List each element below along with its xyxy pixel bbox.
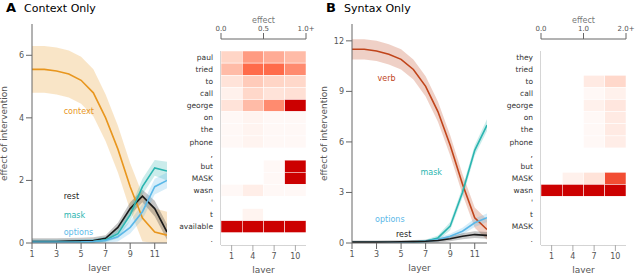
svg-text:11: 11 — [470, 250, 480, 259]
svg-text:effect of intervention: effect of intervention — [8, 86, 9, 181]
html-text:effect: effect — [252, 16, 275, 25]
svg-text:0.0: 0.0 — [215, 25, 226, 33]
svg-text:': ' — [211, 198, 213, 207]
svg-text:1: 1 — [549, 252, 554, 261]
svg-text:available: available — [179, 222, 213, 231]
svg-text:wasn: wasn — [514, 186, 534, 195]
svg-text:t: t — [530, 210, 533, 219]
svg-text:1: 1 — [29, 250, 34, 259]
svg-text:context: context — [64, 107, 94, 116]
svg-text:but: but — [201, 162, 214, 171]
svg-text:the: the — [201, 125, 214, 134]
svg-text:george: george — [507, 101, 534, 110]
svg-text:.: . — [531, 235, 533, 244]
html-text:B: B — [326, 0, 336, 15]
svg-text:2: 2 — [19, 176, 24, 185]
svg-text:0.5: 0.5 — [258, 25, 269, 33]
svg-text:7: 7 — [592, 252, 597, 261]
svg-text:george: george — [187, 101, 214, 110]
svg-text:layer: layer — [88, 263, 111, 273]
svg-text:10: 10 — [610, 252, 620, 261]
svg-text:12: 12 — [334, 37, 344, 46]
svg-text:effect of intervention: effect of intervention — [320, 86, 329, 181]
svg-text:9: 9 — [128, 250, 133, 259]
html-text:A: A — [6, 0, 17, 15]
svg-text:rest: rest — [64, 192, 79, 201]
svg-text:options: options — [375, 215, 404, 224]
svg-text:7: 7 — [103, 250, 108, 259]
svg-text:wasn: wasn — [194, 186, 214, 195]
svg-text:6: 6 — [19, 51, 24, 60]
svg-text:4: 4 — [19, 114, 24, 123]
svg-text:4: 4 — [250, 252, 255, 261]
svg-text:': ' — [531, 198, 533, 207]
svg-text:layer: layer — [408, 263, 431, 273]
svg-text:MASK: MASK — [512, 174, 534, 183]
svg-text:but: but — [521, 162, 534, 171]
svg-text:1.0: 1.0 — [578, 25, 589, 33]
svg-text:t: t — [210, 210, 213, 219]
svg-text:0.0: 0.0 — [535, 25, 546, 33]
svg-text:5: 5 — [399, 250, 404, 259]
svg-text:the: the — [521, 125, 534, 134]
svg-text:MASK: MASK — [512, 222, 534, 231]
svg-text:layer: layer — [252, 265, 275, 273]
svg-text:11: 11 — [150, 250, 160, 259]
svg-text:9: 9 — [339, 87, 344, 96]
svg-text:4: 4 — [570, 252, 575, 261]
svg-text:tried: tried — [516, 65, 534, 74]
svg-text:options: options — [64, 228, 93, 237]
svg-text:,: , — [211, 150, 213, 159]
svg-text:10: 10 — [290, 252, 300, 261]
svg-text:rest: rest — [396, 230, 411, 239]
svg-text:they: they — [516, 53, 533, 62]
svg-text:mask: mask — [421, 168, 443, 177]
svg-text:paul: paul — [197, 53, 213, 62]
svg-text:1: 1 — [349, 250, 354, 259]
svg-text:1: 1 — [229, 252, 234, 261]
svg-text:call: call — [200, 89, 213, 98]
svg-text:0: 0 — [339, 239, 344, 248]
svg-text:6: 6 — [339, 138, 344, 147]
svg-text:call: call — [520, 89, 533, 98]
svg-text:.: . — [211, 235, 213, 244]
html-text:Context Only: Context Only — [24, 2, 96, 15]
svg-text:3: 3 — [54, 250, 59, 259]
svg-text:verb: verb — [378, 74, 396, 83]
svg-text:,: , — [531, 150, 533, 159]
svg-text:MASK: MASK — [192, 174, 214, 183]
html-text:effect: effect — [572, 16, 595, 25]
svg-text:5: 5 — [79, 250, 84, 259]
svg-text:on: on — [204, 113, 214, 122]
svg-text:to: to — [205, 77, 213, 86]
svg-text:3: 3 — [339, 188, 344, 197]
svg-text:tried: tried — [196, 65, 214, 74]
svg-text:0: 0 — [19, 239, 24, 248]
svg-text:3: 3 — [374, 250, 379, 259]
svg-text:7: 7 — [272, 252, 277, 261]
svg-text:9: 9 — [448, 250, 453, 259]
svg-text:to: to — [525, 77, 533, 86]
svg-text:phone: phone — [510, 138, 534, 147]
svg-text:phone: phone — [190, 138, 214, 147]
html-text:Syntax Only: Syntax Only — [343, 2, 411, 15]
svg-text:2.0+: 2.0+ — [618, 25, 633, 33]
svg-text:on: on — [524, 113, 534, 122]
svg-text:mask: mask — [64, 211, 86, 220]
svg-text:layer: layer — [572, 265, 595, 273]
svg-text:7: 7 — [423, 250, 428, 259]
svg-text:1.0+: 1.0+ — [298, 25, 315, 33]
